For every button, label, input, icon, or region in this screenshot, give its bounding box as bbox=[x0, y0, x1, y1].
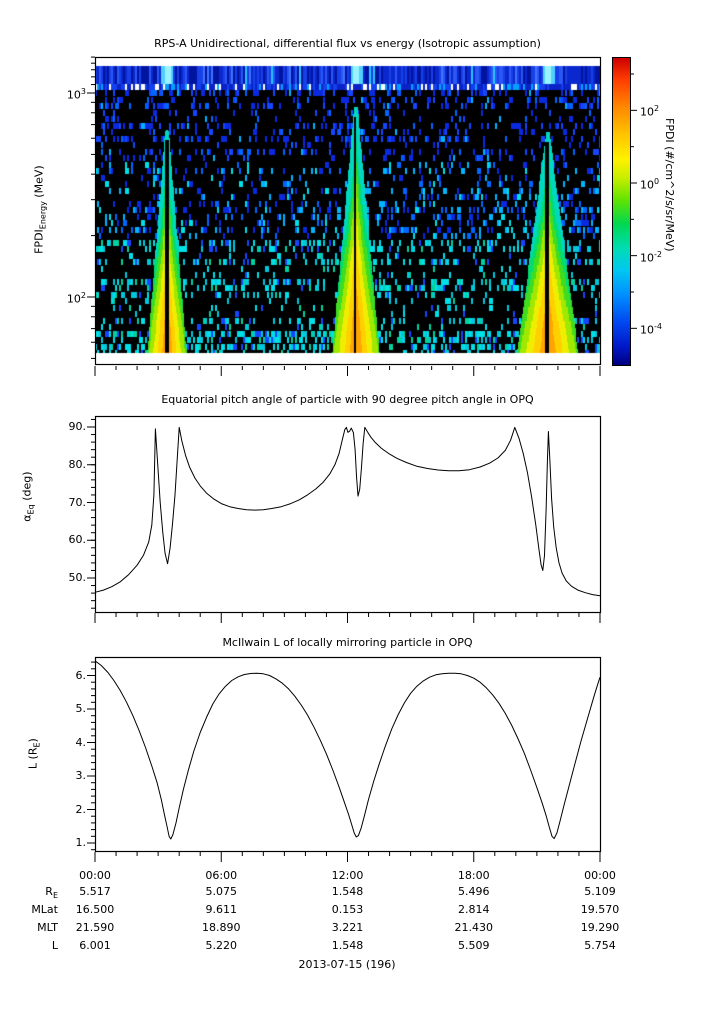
footer-value: 0.153 bbox=[331, 903, 364, 916]
colorbar-tick-label: 102 bbox=[640, 104, 660, 119]
footer-value: 9.611 bbox=[205, 903, 238, 916]
colorbar-tick-label: 10-2 bbox=[640, 249, 662, 265]
footer-value: 5.075 bbox=[205, 885, 238, 898]
footer-value: 5.754 bbox=[584, 939, 616, 952]
footer-value: 5.517 bbox=[79, 885, 111, 898]
time-tick-label: 18:00 bbox=[457, 869, 490, 882]
footer-value: 3.221 bbox=[331, 921, 364, 934]
footer-value: 21.430 bbox=[454, 921, 494, 934]
footer-value: 19.570 bbox=[580, 903, 620, 916]
colorbar-tick-label: 10-4 bbox=[640, 322, 662, 337]
footer-value: 1.548 bbox=[331, 885, 364, 898]
footer-value: 5.509 bbox=[458, 939, 490, 952]
footer-value: 1.548 bbox=[331, 939, 364, 952]
panel1-ylabel-sub: Energy bbox=[38, 201, 48, 230]
footer-row-label: L bbox=[51, 939, 58, 952]
footer-value: 21.590 bbox=[75, 921, 115, 934]
panel2-ytick-label: 70. bbox=[68, 495, 87, 509]
panel1-y-axis-label: FPDIEnergy (MeV) bbox=[32, 110, 47, 310]
time-tick-label: 00:00 bbox=[584, 869, 616, 882]
panel1-ylabel-unit: (MeV) bbox=[32, 165, 46, 202]
panel1-ytick-label: 103 bbox=[66, 87, 86, 102]
footer-row-label: RE bbox=[45, 885, 58, 901]
panel1-ytick-label: 102 bbox=[66, 291, 86, 306]
panel3-ytick-label: 5. bbox=[75, 702, 87, 715]
colorbar-ticks bbox=[631, 73, 637, 329]
panel2-ytick-label: 50. bbox=[68, 571, 87, 584]
panel3-ylabel-main: L (R bbox=[26, 747, 40, 770]
panel2-ylabel-unit: (deg) bbox=[20, 471, 34, 505]
panel1-ylabel-main: FPDI bbox=[32, 229, 46, 254]
time-tick-label: 06:00 bbox=[205, 869, 238, 882]
footer-date: 2013-07-15 (196) bbox=[298, 958, 396, 971]
panel2-ylabel-sub: Eq bbox=[26, 504, 36, 515]
time-tick-label: 12:00 bbox=[331, 869, 364, 882]
panel2-ytick-label: 80. bbox=[68, 457, 87, 471]
l-curve bbox=[94, 660, 601, 840]
panel3-ytick-label: 3. bbox=[75, 769, 87, 782]
footer-row-label: MLT bbox=[37, 921, 58, 934]
alpha-curve bbox=[94, 426, 601, 597]
footer-value: 18.890 bbox=[202, 921, 241, 934]
time-axis-ticks bbox=[94, 366, 601, 862]
panel2-ylabel-main: α bbox=[20, 514, 34, 522]
time-tick-label: 00:00 bbox=[79, 869, 111, 882]
footer-value: 5.496 bbox=[458, 885, 490, 898]
colorbar-gradient bbox=[612, 57, 631, 366]
panel3-ytick-label: 1. bbox=[75, 836, 87, 849]
panel3-ytick-label: 2. bbox=[75, 802, 87, 816]
footer-value: 16.500 bbox=[75, 903, 115, 916]
spectrogram-image bbox=[95, 57, 600, 364]
footer-row-label: MLat bbox=[31, 903, 58, 916]
colorbar-tick-label: 100 bbox=[640, 177, 660, 192]
panel3-ytick-label: 4. bbox=[75, 735, 87, 749]
panel2-y-ticks bbox=[87, 418, 95, 609]
colorbar-label: FPDI (#/cm^2/s/sr/MeV) bbox=[663, 118, 676, 252]
panel3-y-ticks bbox=[87, 661, 95, 851]
panel2-ytick-label: 90. bbox=[68, 420, 87, 433]
panel2-ytick-label: 60. bbox=[68, 533, 87, 547]
panel1-y-ticks bbox=[87, 56, 95, 359]
panel3-title: McIlwain L of locally mirroring particle… bbox=[222, 636, 473, 649]
panel2-title: Equatorial pitch angle of particle with … bbox=[161, 393, 534, 406]
footer-value: 5.220 bbox=[205, 939, 238, 952]
footer-value: 19.290 bbox=[580, 921, 620, 934]
panel1-title: RPS-A Unidirectional, differential flux … bbox=[154, 37, 541, 50]
panel3-y-axis-label: L (RE) bbox=[26, 654, 41, 854]
footer-value: 6.001 bbox=[79, 939, 111, 952]
footer-value: 5.109 bbox=[584, 885, 616, 898]
panel3-ytick-label: 6. bbox=[75, 668, 87, 682]
panel2-y-axis-label: αEq (deg) bbox=[20, 397, 35, 597]
footer-value: 2.814 bbox=[458, 903, 490, 916]
